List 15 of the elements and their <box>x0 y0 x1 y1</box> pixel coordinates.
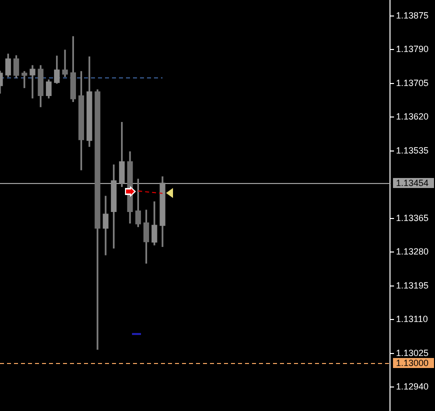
ref-line-label: 1.13454 <box>396 178 429 188</box>
y-tick-label: 1.13110 <box>396 314 428 324</box>
y-tick-label: 1.13535 <box>396 145 429 156</box>
y-tick-label: 1.13875 <box>396 10 429 20</box>
y-tick-label: 1.13365 <box>396 212 429 223</box>
y-tick-label: 1.13025 <box>396 348 429 358</box>
y-tick-label: 1.13790 <box>396 44 429 54</box>
y-tick-label: 1.13280 <box>396 246 429 257</box>
y-tick-label: 1.12940 <box>396 382 429 392</box>
ref-line-label: 1.13000 <box>396 358 429 368</box>
candlestick <box>30 65 36 98</box>
y-tick-label: 1.13195 <box>396 280 429 290</box>
y-tick-label: 1.13620 <box>396 112 429 122</box>
y-tick-label: 1.13705 <box>396 78 429 88</box>
candlestick <box>62 50 68 77</box>
